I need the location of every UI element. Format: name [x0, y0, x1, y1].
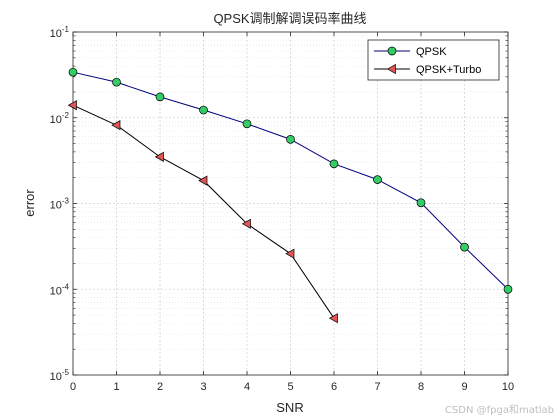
x-axis-ticks: 0 1 2 3 4 5 6 7 8 9 10 — [70, 32, 514, 393]
data-point-qpsk — [155, 92, 165, 102]
data-point-qpsk — [199, 105, 208, 115]
data-point-qpsk-turbo — [111, 120, 121, 131]
x-tick-label: 10 — [502, 381, 514, 393]
x-axis-label: SNR — [276, 400, 303, 415]
x-tick-label: 3 — [200, 381, 206, 393]
y-tick-label: 10-4 — [50, 282, 70, 297]
y-tick-label: 10-5 — [50, 368, 70, 383]
x-tick-label: 2 — [157, 381, 163, 393]
x-tick-label: 8 — [418, 381, 424, 393]
x-tick-label: 5 — [287, 381, 293, 393]
legend-label-qpsk-turbo: QPSK+Turbo — [416, 64, 481, 76]
data-point-qpsk — [416, 198, 426, 208]
x-tick-label: 1 — [113, 381, 119, 393]
legend-box — [367, 39, 500, 81]
y-axis-ticks: 10-5 10-4 10-3 10-2 10-1 — [50, 25, 508, 383]
legend-marker-qpsk-turbo — [386, 63, 396, 75]
series-qpsk — [68, 67, 513, 294]
data-point-qpsk-turbo — [198, 175, 208, 186]
data-point-qpsk-turbo — [67, 100, 77, 111]
watermark: CSDN @fpga和matlab — [444, 405, 554, 416]
series-qpsk-turbo — [67, 100, 338, 324]
x-tick-label: 0 — [70, 381, 76, 393]
x-tick-label: 4 — [244, 381, 250, 393]
chart-title: QPSK调制解调误码率曲线 — [213, 11, 366, 26]
x-tick-label: 7 — [374, 381, 380, 393]
plot-area: 0 1 2 3 4 5 6 7 8 9 1010-510-410-310-210-1QPSKQPSK… — [50, 25, 515, 393]
data-point-qpsk — [112, 77, 121, 87]
y-tick-label: 10-3 — [50, 197, 70, 212]
data-point-qpsk-turbo — [328, 313, 338, 324]
y-tick-label: 10-2 — [50, 111, 70, 126]
minor-grid — [73, 35, 508, 350]
data-point-qpsk-turbo — [241, 218, 251, 229]
data-point-qpsk — [329, 159, 339, 169]
data-point-qpsk — [286, 134, 295, 144]
y-tick-label: 10-1 — [50, 25, 70, 40]
data-point-qpsk — [242, 119, 252, 129]
data-point-qpsk-turbo — [154, 151, 164, 162]
data-point-qpsk — [68, 67, 78, 77]
data-point-qpsk — [503, 284, 513, 294]
y-axis-label: error — [22, 189, 37, 217]
legend: QPSK QPSK+Turbo — [367, 39, 500, 81]
data-point-qpsk-turbo — [285, 248, 295, 259]
legend-label-qpsk: QPSK — [416, 46, 447, 58]
x-tick-label: 6 — [331, 381, 337, 393]
data-point-qpsk — [460, 242, 469, 252]
legend-marker-qpsk — [387, 46, 397, 56]
x-tick-label: 9 — [461, 381, 467, 393]
data-point-qpsk — [373, 175, 382, 184]
